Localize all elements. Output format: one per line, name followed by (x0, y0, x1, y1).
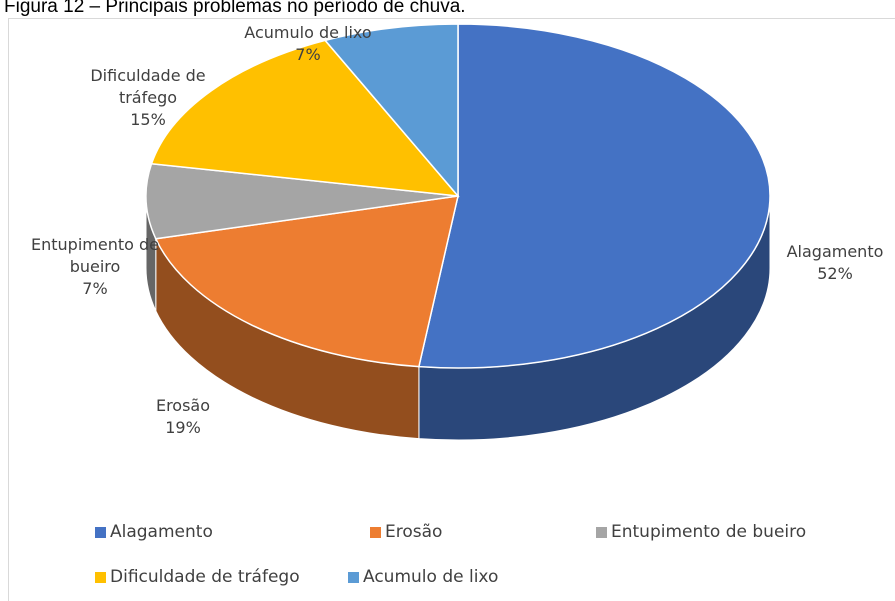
legend-label: Erosão (385, 522, 443, 542)
legend-label: Acumulo de lixo (363, 567, 499, 587)
slice (150, 39, 460, 197)
legend-swatch (348, 571, 359, 583)
data-label: Dificuldade de tráfego 15% (73, 65, 223, 131)
legend-item: Dificuldade de tráfego (95, 567, 300, 587)
data-label: Acumulo de lixo 7% (223, 22, 393, 66)
data-label-value: 7% (295, 45, 321, 64)
data-label: Alagamento 52% (770, 241, 895, 285)
data-label-name: Entupimento de bueiro (31, 235, 159, 276)
data-label-value: 15% (130, 110, 166, 129)
data-label-name: Alagamento (786, 242, 884, 261)
legend-swatch (370, 526, 381, 538)
legend-label: Dificuldade de tráfego (110, 567, 300, 587)
slice (145, 162, 459, 240)
data-label-value: 19% (165, 418, 201, 437)
legend-item: Erosão (370, 522, 442, 542)
legend-label: Alagamento (110, 522, 213, 542)
data-label-name: Dificuldade de tráfego (90, 66, 206, 107)
data-label: Entupimento de bueiro 7% (15, 234, 175, 300)
slice (323, 23, 459, 199)
data-label-name: Acumulo de lixo (244, 23, 372, 42)
slice (154, 195, 459, 368)
legend-item: Acumulo de lixo (348, 567, 498, 587)
data-label-name: Erosão (155, 396, 211, 415)
chart-title: Figura 12 – Principais problemas no perí… (4, 0, 466, 17)
legend-label: Entupimento de bueiro (611, 522, 807, 542)
legend-item: Alagamento (95, 522, 213, 542)
slice (417, 23, 771, 369)
legend-item: Entupimento de bueiro (596, 522, 806, 542)
legend-swatch (95, 526, 106, 538)
legend-swatch (596, 526, 607, 538)
data-label-value: 7% (82, 279, 108, 298)
legend-swatch (95, 571, 106, 583)
data-label: Erosão 19% (128, 395, 238, 439)
data-label-value: 52% (817, 264, 853, 283)
chart-frame (8, 18, 895, 601)
